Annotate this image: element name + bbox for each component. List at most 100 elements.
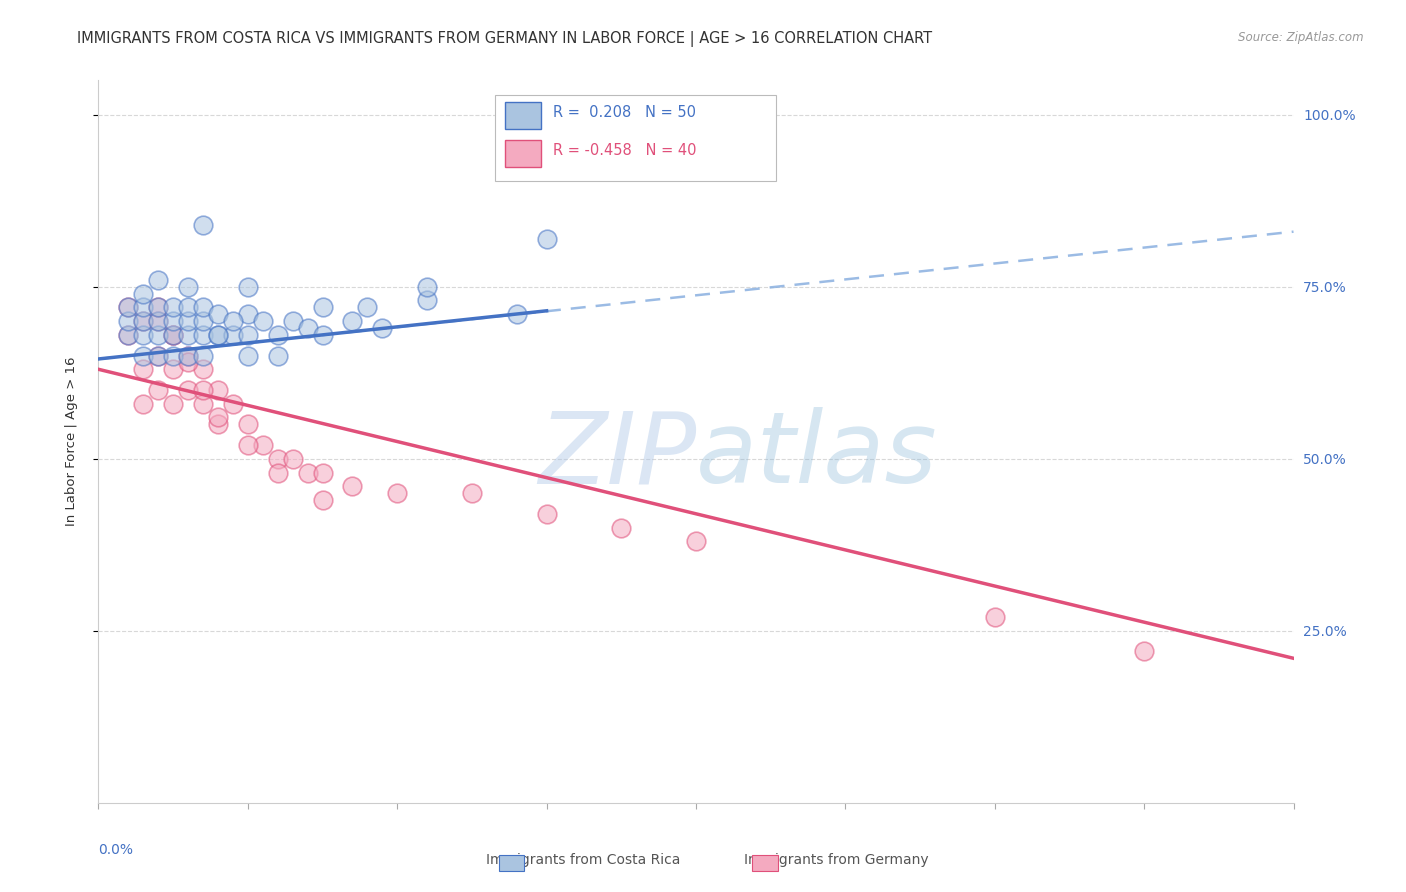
Point [162, 314, 184, 328]
Point [536, 507, 558, 521]
Point [177, 279, 200, 293]
Point [222, 327, 245, 342]
Point [132, 349, 155, 363]
Point [177, 349, 200, 363]
Point [177, 327, 200, 342]
Text: R =  0.208   N = 50: R = 0.208 N = 50 [553, 105, 696, 120]
Point [984, 610, 1007, 624]
Point [148, 327, 170, 342]
Point [356, 301, 378, 315]
Point [281, 314, 304, 328]
Point [132, 286, 155, 301]
Point [536, 231, 558, 245]
Point [191, 314, 214, 328]
Point [222, 314, 245, 328]
Point [132, 314, 155, 328]
Point [297, 466, 319, 480]
Point [162, 301, 184, 315]
Point [236, 307, 259, 321]
Point [267, 349, 290, 363]
Point [610, 520, 633, 534]
Point [222, 397, 245, 411]
Point [132, 397, 155, 411]
Point [236, 438, 259, 452]
Point [685, 534, 707, 549]
Point [162, 327, 184, 342]
Point [191, 218, 214, 232]
Point [311, 327, 333, 342]
Point [342, 314, 364, 328]
Point [191, 349, 214, 363]
Point [207, 383, 229, 397]
Point [281, 451, 304, 466]
Y-axis label: In Labor Force | Age > 16: In Labor Force | Age > 16 [65, 357, 77, 526]
Point [1133, 644, 1156, 658]
Point [191, 397, 214, 411]
Point [342, 479, 364, 493]
Point [311, 493, 333, 508]
Point [148, 383, 170, 397]
Point [506, 307, 529, 321]
Point [132, 314, 155, 328]
Point [162, 362, 184, 376]
Bar [505, 102, 541, 129]
Point [297, 321, 319, 335]
Point [148, 349, 170, 363]
Point [207, 417, 229, 432]
Text: Immigrants from Costa Rica: Immigrants from Costa Rica [486, 853, 681, 867]
Point [191, 301, 214, 315]
Point [148, 273, 170, 287]
Point [207, 307, 229, 321]
Point [252, 438, 274, 452]
Point [117, 314, 139, 328]
Point [207, 410, 229, 425]
Point [132, 327, 155, 342]
FancyBboxPatch shape [495, 95, 776, 181]
Point [162, 327, 184, 342]
Point [148, 314, 170, 328]
Point [191, 327, 214, 342]
Text: IMMIGRANTS FROM COSTA RICA VS IMMIGRANTS FROM GERMANY IN LABOR FORCE | AGE > 16 : IMMIGRANTS FROM COSTA RICA VS IMMIGRANTS… [77, 31, 932, 47]
Text: Immigrants from Germany: Immigrants from Germany [744, 853, 929, 867]
Point [117, 327, 139, 342]
Point [162, 349, 184, 363]
Text: ZIP: ZIP [537, 408, 696, 505]
Point [267, 327, 290, 342]
Point [236, 279, 259, 293]
Point [148, 301, 170, 315]
Point [162, 397, 184, 411]
Point [207, 327, 229, 342]
Point [311, 301, 333, 315]
Point [148, 301, 170, 315]
Point [177, 383, 200, 397]
Point [132, 301, 155, 315]
Point [311, 466, 333, 480]
Point [371, 321, 394, 335]
Point [267, 466, 290, 480]
Text: R = -0.458   N = 40: R = -0.458 N = 40 [553, 143, 696, 158]
Point [148, 349, 170, 363]
Point [148, 314, 170, 328]
Point [177, 355, 200, 369]
Point [117, 327, 139, 342]
Point [416, 293, 439, 308]
Point [236, 417, 259, 432]
Point [461, 486, 484, 500]
Point [162, 327, 184, 342]
Point [236, 349, 259, 363]
Point [416, 279, 439, 293]
Point [191, 383, 214, 397]
Point [177, 349, 200, 363]
Point [117, 301, 139, 315]
Point [177, 301, 200, 315]
Point [207, 327, 229, 342]
Point [267, 451, 290, 466]
Point [117, 301, 139, 315]
Point [385, 486, 409, 500]
Text: Source: ZipAtlas.com: Source: ZipAtlas.com [1239, 31, 1364, 45]
Text: atlas: atlas [696, 408, 938, 505]
Bar [505, 139, 541, 167]
Point [177, 314, 200, 328]
Point [132, 362, 155, 376]
Text: 0.0%: 0.0% [98, 843, 134, 856]
